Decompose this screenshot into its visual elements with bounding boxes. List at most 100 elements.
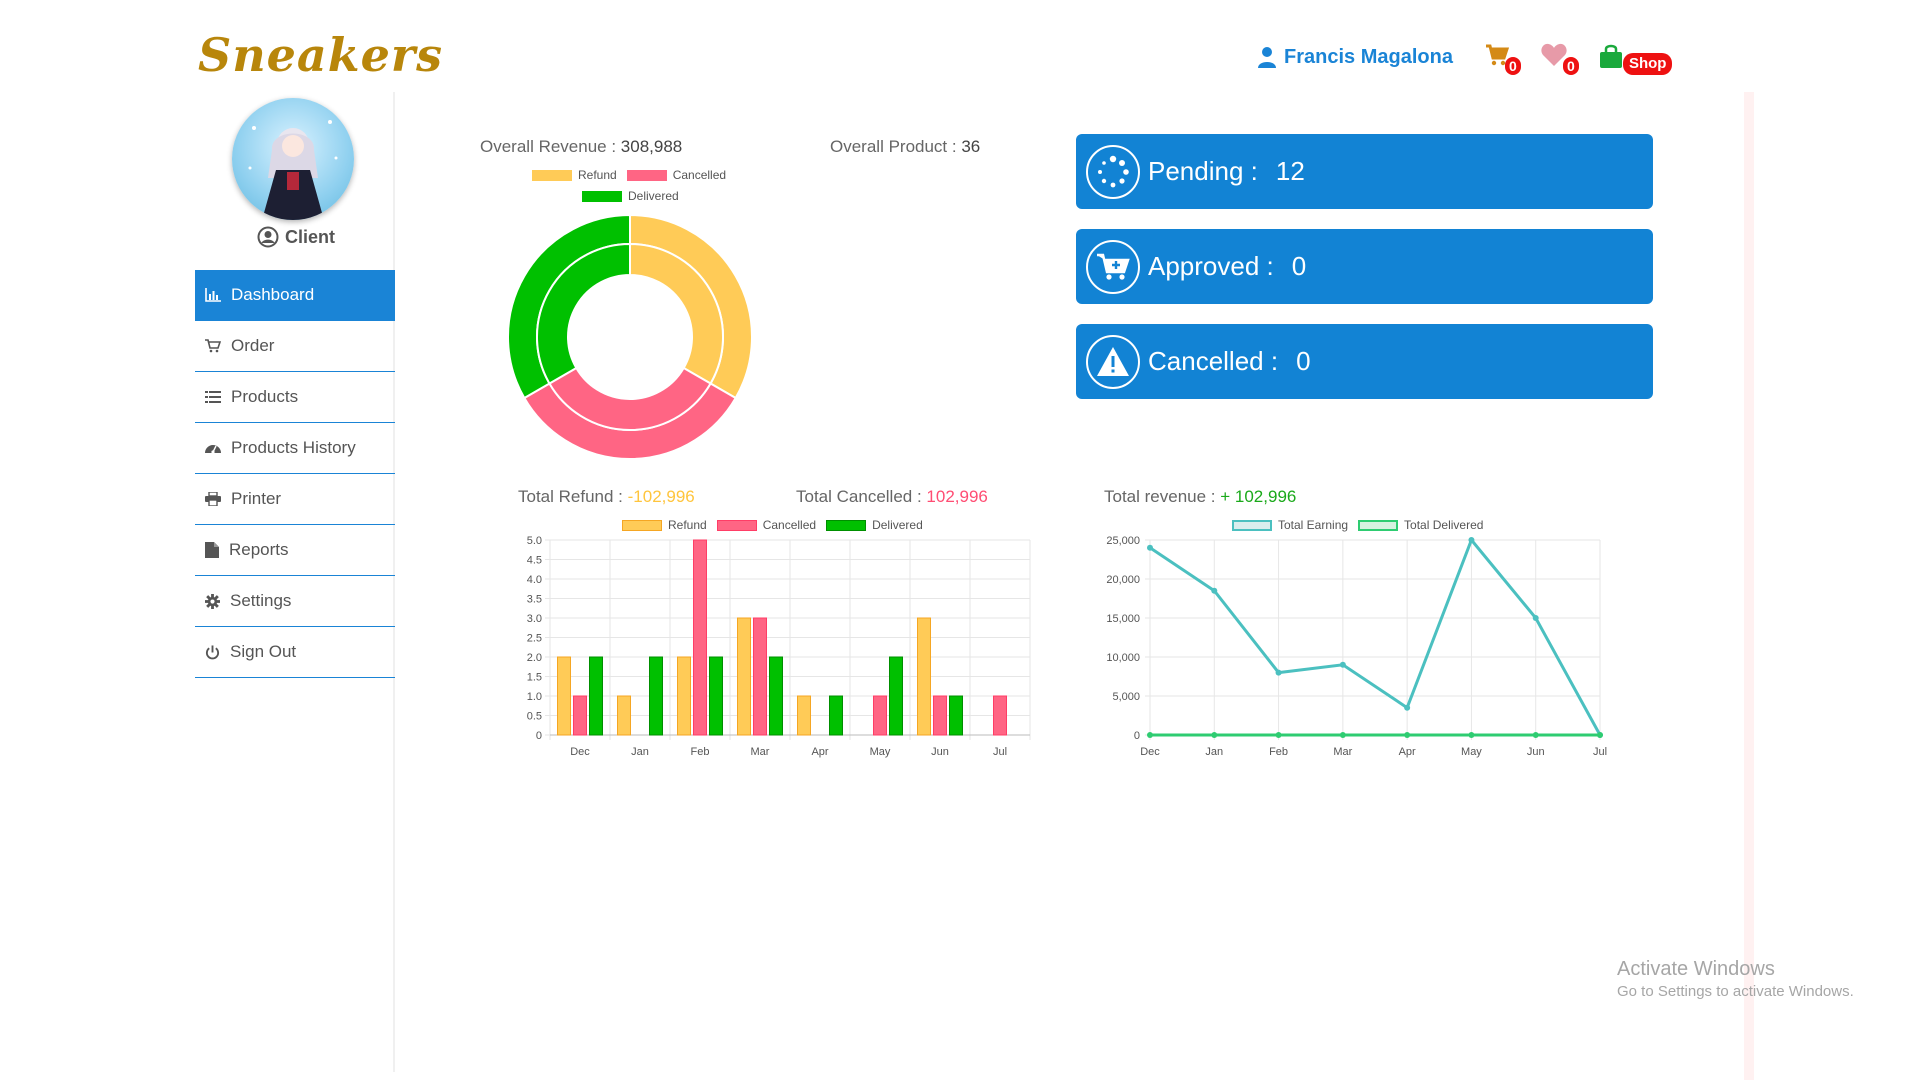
warning-icon <box>1086 334 1140 389</box>
shopping-bag-icon <box>1599 44 1622 68</box>
legend-item-cancelled[interactable]: Cancelled <box>626 168 727 182</box>
bar[interactable] <box>917 617 931 736</box>
activate-windows-watermark: Activate Windows Go to Settings to activ… <box>1617 958 1854 1000</box>
data-point[interactable] <box>1147 544 1153 551</box>
pending-card[interactable]: Pending : 12 <box>1076 134 1653 209</box>
bar[interactable] <box>677 656 691 736</box>
bar[interactable] <box>617 695 631 736</box>
data-point[interactable] <box>1275 732 1282 738</box>
x-tick-label: Jun <box>931 746 949 758</box>
sidebar-item-printer[interactable]: Printer <box>195 474 395 525</box>
right-scroll-track <box>1744 92 1754 1080</box>
legend-label: Total Earning <box>1278 518 1349 532</box>
bar[interactable] <box>889 656 903 736</box>
legend-item-delivered[interactable]: Delivered <box>582 189 679 203</box>
legend-swatch <box>622 519 662 531</box>
bar[interactable] <box>769 656 783 736</box>
bar[interactable] <box>993 695 1007 736</box>
legend-item-total-earning[interactable]: Total Earning <box>1232 518 1348 532</box>
data-point[interactable] <box>1597 732 1603 738</box>
sidebar-item-label: Reports <box>229 540 289 559</box>
bar[interactable] <box>873 695 887 736</box>
legend-item-refund[interactable]: Refund <box>532 168 617 182</box>
sidebar-item-products[interactable]: Products <box>195 372 395 423</box>
cart-plus-icon <box>1086 239 1140 294</box>
sidebar-item-reports[interactable]: Reports <box>195 525 395 576</box>
bar[interactable] <box>829 695 843 736</box>
data-point[interactable] <box>1532 615 1539 621</box>
data-point[interactable] <box>1339 732 1346 738</box>
bar[interactable] <box>737 617 751 736</box>
data-point[interactable] <box>1468 732 1475 738</box>
legend-label: Total Delivered <box>1404 518 1484 532</box>
x-tick-label: Apr <box>1399 746 1416 758</box>
cart-button[interactable]: 0 <box>1485 43 1521 75</box>
site-logo[interactable]: Sneakers <box>198 28 444 82</box>
bar[interactable] <box>797 695 811 736</box>
total-refund-value: -102,996 <box>627 487 695 506</box>
doughnut-chart <box>507 213 753 460</box>
cancelled-card[interactable]: Cancelled : 0 <box>1076 324 1653 399</box>
legend-label: Cancelled <box>672 168 727 182</box>
data-point[interactable] <box>1532 732 1539 738</box>
data-point[interactable] <box>1468 537 1475 543</box>
user-icon <box>1258 47 1276 68</box>
legend-item-cancelled[interactable]: Cancelled <box>716 518 816 532</box>
wishlist-button[interactable]: 0 <box>1541 43 1579 75</box>
cart-icon <box>205 339 221 353</box>
bar[interactable] <box>709 656 723 736</box>
bar[interactable] <box>557 656 571 736</box>
doughnut-slice[interactable] <box>629 242 724 385</box>
avatar[interactable] <box>232 98 354 220</box>
legend-label: Refund <box>578 168 617 182</box>
legend-item-refund[interactable]: Refund <box>622 518 707 532</box>
doughnut-slice[interactable] <box>536 242 631 385</box>
sidebar-item-label: Sign Out <box>230 642 297 661</box>
sidebar-item-products-history[interactable]: Products History <box>195 423 395 474</box>
y-tick-label: 1.0 <box>527 691 542 703</box>
data-point[interactable] <box>1404 732 1411 738</box>
legend-item-total-delivered[interactable]: Total Delivered <box>1358 518 1483 532</box>
wishlist-count-badge: 0 <box>1562 57 1579 75</box>
legend-swatch <box>826 519 867 531</box>
heart-icon <box>1541 43 1567 66</box>
sidebar-item-label: Dashboard <box>231 285 315 304</box>
shop-button[interactable]: Shop <box>1599 43 1673 75</box>
y-tick-label: 0.5 <box>527 711 542 723</box>
x-tick-label: Jan <box>631 746 649 758</box>
bar[interactable] <box>589 656 603 736</box>
sidebar-item-dashboard[interactable]: Dashboard <box>195 270 395 321</box>
y-tick-label: 5,000 <box>1112 691 1140 703</box>
sidebar-item-order[interactable]: Order <box>195 321 395 372</box>
bar[interactable] <box>573 695 587 736</box>
overall-product: Overall Product : 36 <box>830 137 980 157</box>
data-point[interactable] <box>1275 669 1282 676</box>
cart-count-badge: 0 <box>1504 57 1521 75</box>
bar[interactable] <box>693 539 707 736</box>
sidebar-item-sign-out[interactable]: Sign Out <box>195 627 395 678</box>
x-tick-label: Dec <box>1140 746 1160 758</box>
data-point[interactable] <box>1147 732 1153 738</box>
list-icon <box>205 391 221 403</box>
x-tick-label: Jun <box>1527 746 1545 758</box>
legend-swatch <box>582 190 622 202</box>
y-tick-label: 3.0 <box>527 613 542 625</box>
user-circle-icon <box>257 226 279 248</box>
user-profile-link[interactable]: Francis Magalona <box>1258 46 1453 69</box>
data-point[interactable] <box>1339 661 1346 668</box>
bar[interactable] <box>649 656 663 736</box>
user-role: Client <box>257 226 335 248</box>
gear-icon <box>205 593 220 609</box>
data-point[interactable] <box>1404 704 1411 711</box>
cart-icon <box>1485 44 1510 66</box>
data-point[interactable] <box>1211 732 1218 738</box>
sidebar-item-settings[interactable]: Settings <box>195 576 395 627</box>
legend-item-delivered[interactable]: Delivered <box>826 518 923 532</box>
data-point[interactable] <box>1211 587 1218 594</box>
approved-card[interactable]: Approved : 0 <box>1076 229 1653 304</box>
x-tick-label: Apr <box>811 746 828 758</box>
doughnut-slice[interactable] <box>548 366 712 431</box>
bar[interactable] <box>949 695 963 736</box>
bar[interactable] <box>933 695 947 736</box>
bar[interactable] <box>753 617 767 736</box>
